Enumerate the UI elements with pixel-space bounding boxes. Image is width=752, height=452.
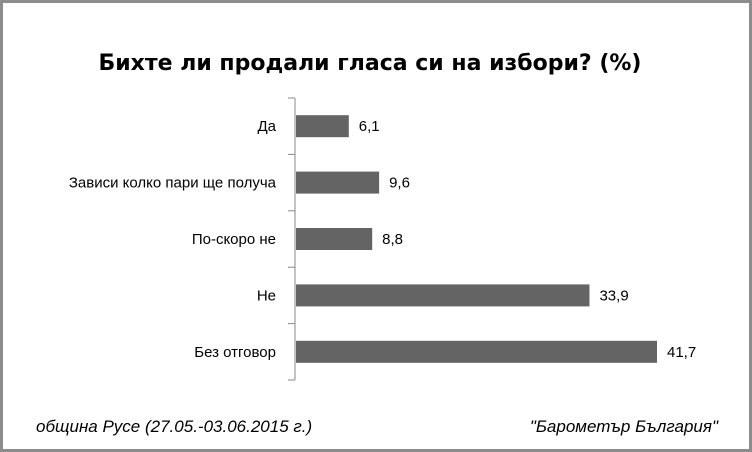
bar [296, 171, 380, 194]
bar [296, 115, 349, 138]
bar [296, 284, 590, 307]
category-label: Зависи колко пари ще получа [69, 175, 277, 192]
category-label: Не [257, 287, 276, 304]
bar [296, 228, 373, 250]
bar [296, 340, 657, 363]
category-label: Без отговор [194, 344, 276, 361]
data-label: 6,1 [359, 118, 380, 135]
data-label: 8,8 [382, 231, 403, 248]
chart-title: Бихте ли продали гласа си на избори? (%) [99, 51, 642, 76]
data-label: 9,6 [389, 175, 410, 192]
category-label: По-скоро не [192, 231, 276, 248]
data-label: 41,7 [667, 344, 696, 361]
footer-source-right: "Барометър България" [530, 417, 719, 436]
category-label: Да [257, 118, 276, 135]
footer-source-left: община Русе (27.05.-03.06.2015 г.) [36, 417, 312, 436]
data-label: 33,9 [599, 287, 628, 304]
